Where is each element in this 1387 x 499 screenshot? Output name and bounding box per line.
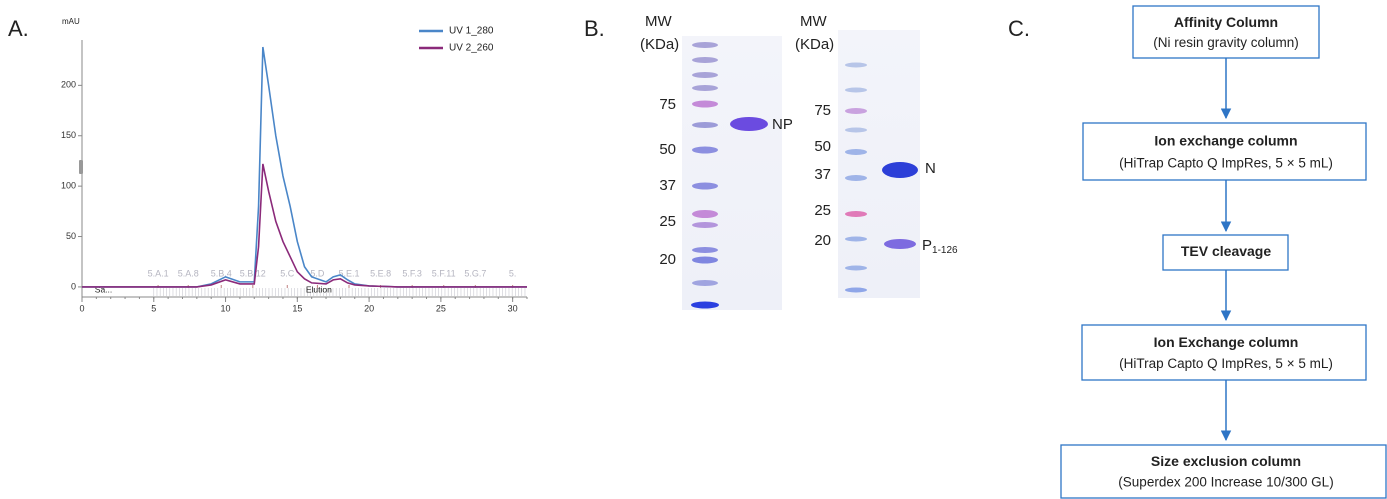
flow-detail: (Superdex 200 Increase 10/300 GL): [1118, 475, 1333, 490]
figure: A. B. C. mAU MW (KDa) MW (KDa) NP N P1-1…: [0, 0, 1387, 499]
flow-detail: (Ni resin gravity column): [1153, 35, 1299, 50]
annotation: Elution: [306, 284, 332, 294]
x-tick-label: 15: [292, 303, 302, 313]
fraction-label: 5.E.1: [338, 268, 359, 278]
gel-band: [882, 162, 918, 178]
mw-marker: 25: [814, 202, 831, 219]
fraction-label: 5.B.12: [240, 268, 266, 278]
y-tick-label: 150: [61, 130, 76, 140]
line-series: [82, 47, 527, 287]
flow-title: Size exclusion column: [1151, 453, 1301, 469]
fraction-label: 5.F.11: [432, 268, 456, 278]
gel-header: (KDa): [640, 36, 679, 53]
fraction-label: 5.A.8: [178, 268, 199, 278]
mw-marker: 75: [659, 96, 676, 113]
flow-detail: (HiTrap Capto Q ImpRes, 5 × 5 mL): [1119, 156, 1333, 171]
fraction-label: 5.A.1: [148, 268, 169, 278]
mw-marker: 20: [814, 232, 831, 249]
band-label-sub: 1-126: [932, 245, 958, 256]
x-tick-label: 0: [79, 303, 84, 313]
gel-band: [884, 239, 916, 249]
axis-handle: [79, 160, 83, 174]
panel-label: A.: [8, 16, 29, 41]
flow-title: Affinity Column: [1174, 14, 1278, 30]
x-tick-label: 20: [364, 303, 374, 313]
fraction-label: 5.F.3: [402, 268, 422, 278]
band-label-main: P: [922, 237, 932, 254]
y-tick-label: 100: [61, 181, 76, 191]
fraction-label: 5.E.8: [370, 268, 391, 278]
band-label: N: [925, 160, 936, 177]
flow-title: Ion Exchange column: [1154, 334, 1299, 350]
y-tick-label: 0: [71, 281, 76, 291]
mw-marker: 50: [814, 138, 831, 155]
x-tick-label: 30: [508, 303, 518, 313]
gel-band: [730, 117, 768, 131]
y-tick-label: 50: [66, 231, 76, 241]
legend-label: UV 2_260: [449, 43, 494, 54]
x-tick-label: 10: [221, 303, 231, 313]
gel-header: (KDa): [795, 36, 834, 53]
flow-title: TEV cleavage: [1181, 243, 1271, 259]
mw-marker: 75: [814, 102, 831, 119]
flow-title: Ion exchange column: [1154, 133, 1297, 149]
y-tick-label: 200: [61, 80, 76, 90]
annotation: Sa...: [95, 284, 112, 294]
band-label: NP: [772, 116, 793, 133]
band-label: P1-126: [922, 237, 958, 256]
legend-label: UV 1_280: [449, 26, 494, 37]
mw-marker: 50: [659, 141, 676, 158]
y-axis-label: mAU: [62, 17, 80, 26]
x-tick-label: 25: [436, 303, 446, 313]
x-tick-label: 5: [151, 303, 156, 313]
mw-marker: 37: [814, 166, 831, 183]
gel-header: MW: [800, 13, 827, 30]
fraction-label: 5.B.4: [211, 268, 232, 278]
mw-marker: 25: [659, 213, 676, 230]
fraction-label: 5.G.7: [464, 268, 486, 278]
gel-header: MW: [645, 13, 672, 30]
mw-marker: 20: [659, 251, 676, 268]
mw-marker: 37: [659, 177, 676, 194]
fraction-label: 5.C: [280, 268, 295, 278]
panel-label: B.: [584, 16, 605, 41]
panel-label: C.: [1008, 16, 1030, 41]
fraction-label: 5.: [509, 268, 517, 278]
flow-detail: (HiTrap Capto Q ImpRes, 5 × 5 mL): [1119, 356, 1333, 371]
